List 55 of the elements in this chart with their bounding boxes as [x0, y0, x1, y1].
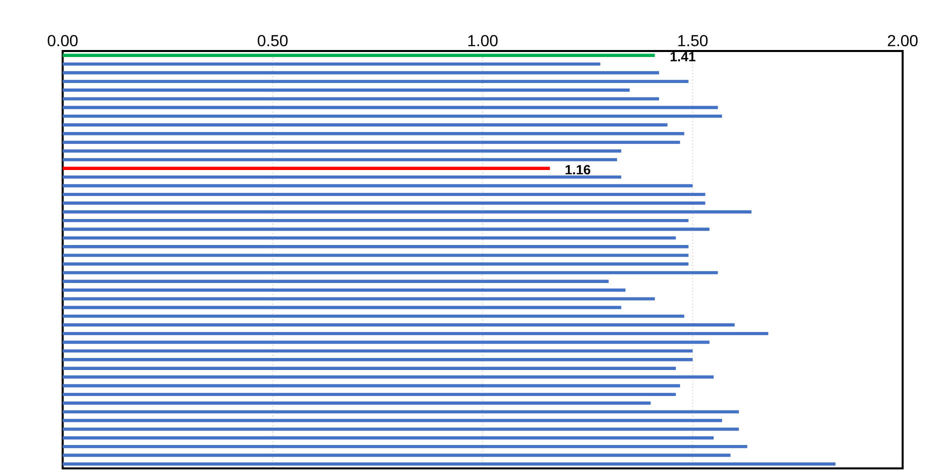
- bar: [62, 218, 688, 222]
- bar: [62, 428, 739, 431]
- bar: [62, 123, 668, 127]
- bar: [62, 297, 655, 300]
- x-tick-label: 1.00: [468, 34, 498, 46]
- bar: [62, 454, 730, 457]
- bar: [62, 280, 609, 283]
- bar: [62, 106, 718, 110]
- bar: [62, 323, 735, 326]
- bar: [62, 228, 710, 231]
- x-tick-label: 2.00: [888, 34, 918, 46]
- bar: [62, 184, 693, 188]
- bar: [62, 245, 688, 248]
- bar: [62, 254, 688, 257]
- bar: [62, 349, 693, 353]
- bar: [62, 80, 688, 84]
- bar: [62, 62, 600, 66]
- bar: [62, 175, 622, 179]
- bar: [62, 418, 722, 422]
- bar: [62, 140, 680, 144]
- bar: [62, 392, 676, 396]
- bar: [62, 132, 684, 136]
- bar: [62, 210, 752, 214]
- bar: [62, 288, 626, 292]
- data-label: 1.16: [566, 164, 590, 174]
- bar: [62, 97, 660, 100]
- bar: [62, 444, 748, 448]
- bar: [62, 358, 693, 362]
- bar: [62, 166, 550, 170]
- bar: [62, 375, 714, 379]
- x-tick-label: 1.50: [678, 34, 708, 46]
- bar: [62, 192, 706, 196]
- bar: [62, 314, 684, 318]
- x-tick-label: 0.50: [258, 34, 288, 46]
- bar: [62, 332, 768, 336]
- bar: [62, 340, 710, 344]
- bar: [62, 436, 714, 440]
- data-label: 1.41: [670, 52, 696, 62]
- bar: [62, 202, 706, 205]
- bar: [62, 262, 688, 266]
- bar: [62, 366, 676, 370]
- bar: [62, 88, 630, 92]
- bar: [62, 384, 680, 388]
- bar: [62, 114, 722, 118]
- bar: [62, 306, 622, 310]
- bar: [62, 462, 836, 466]
- bar: [62, 236, 676, 240]
- x-tick-label: 0.00: [48, 34, 78, 46]
- bar: [62, 158, 618, 162]
- bar: [62, 71, 660, 74]
- bar: [62, 271, 718, 274]
- bar: [62, 402, 651, 405]
- bar: [62, 54, 655, 57]
- bar: [62, 149, 622, 153]
- bar: [62, 410, 739, 414]
